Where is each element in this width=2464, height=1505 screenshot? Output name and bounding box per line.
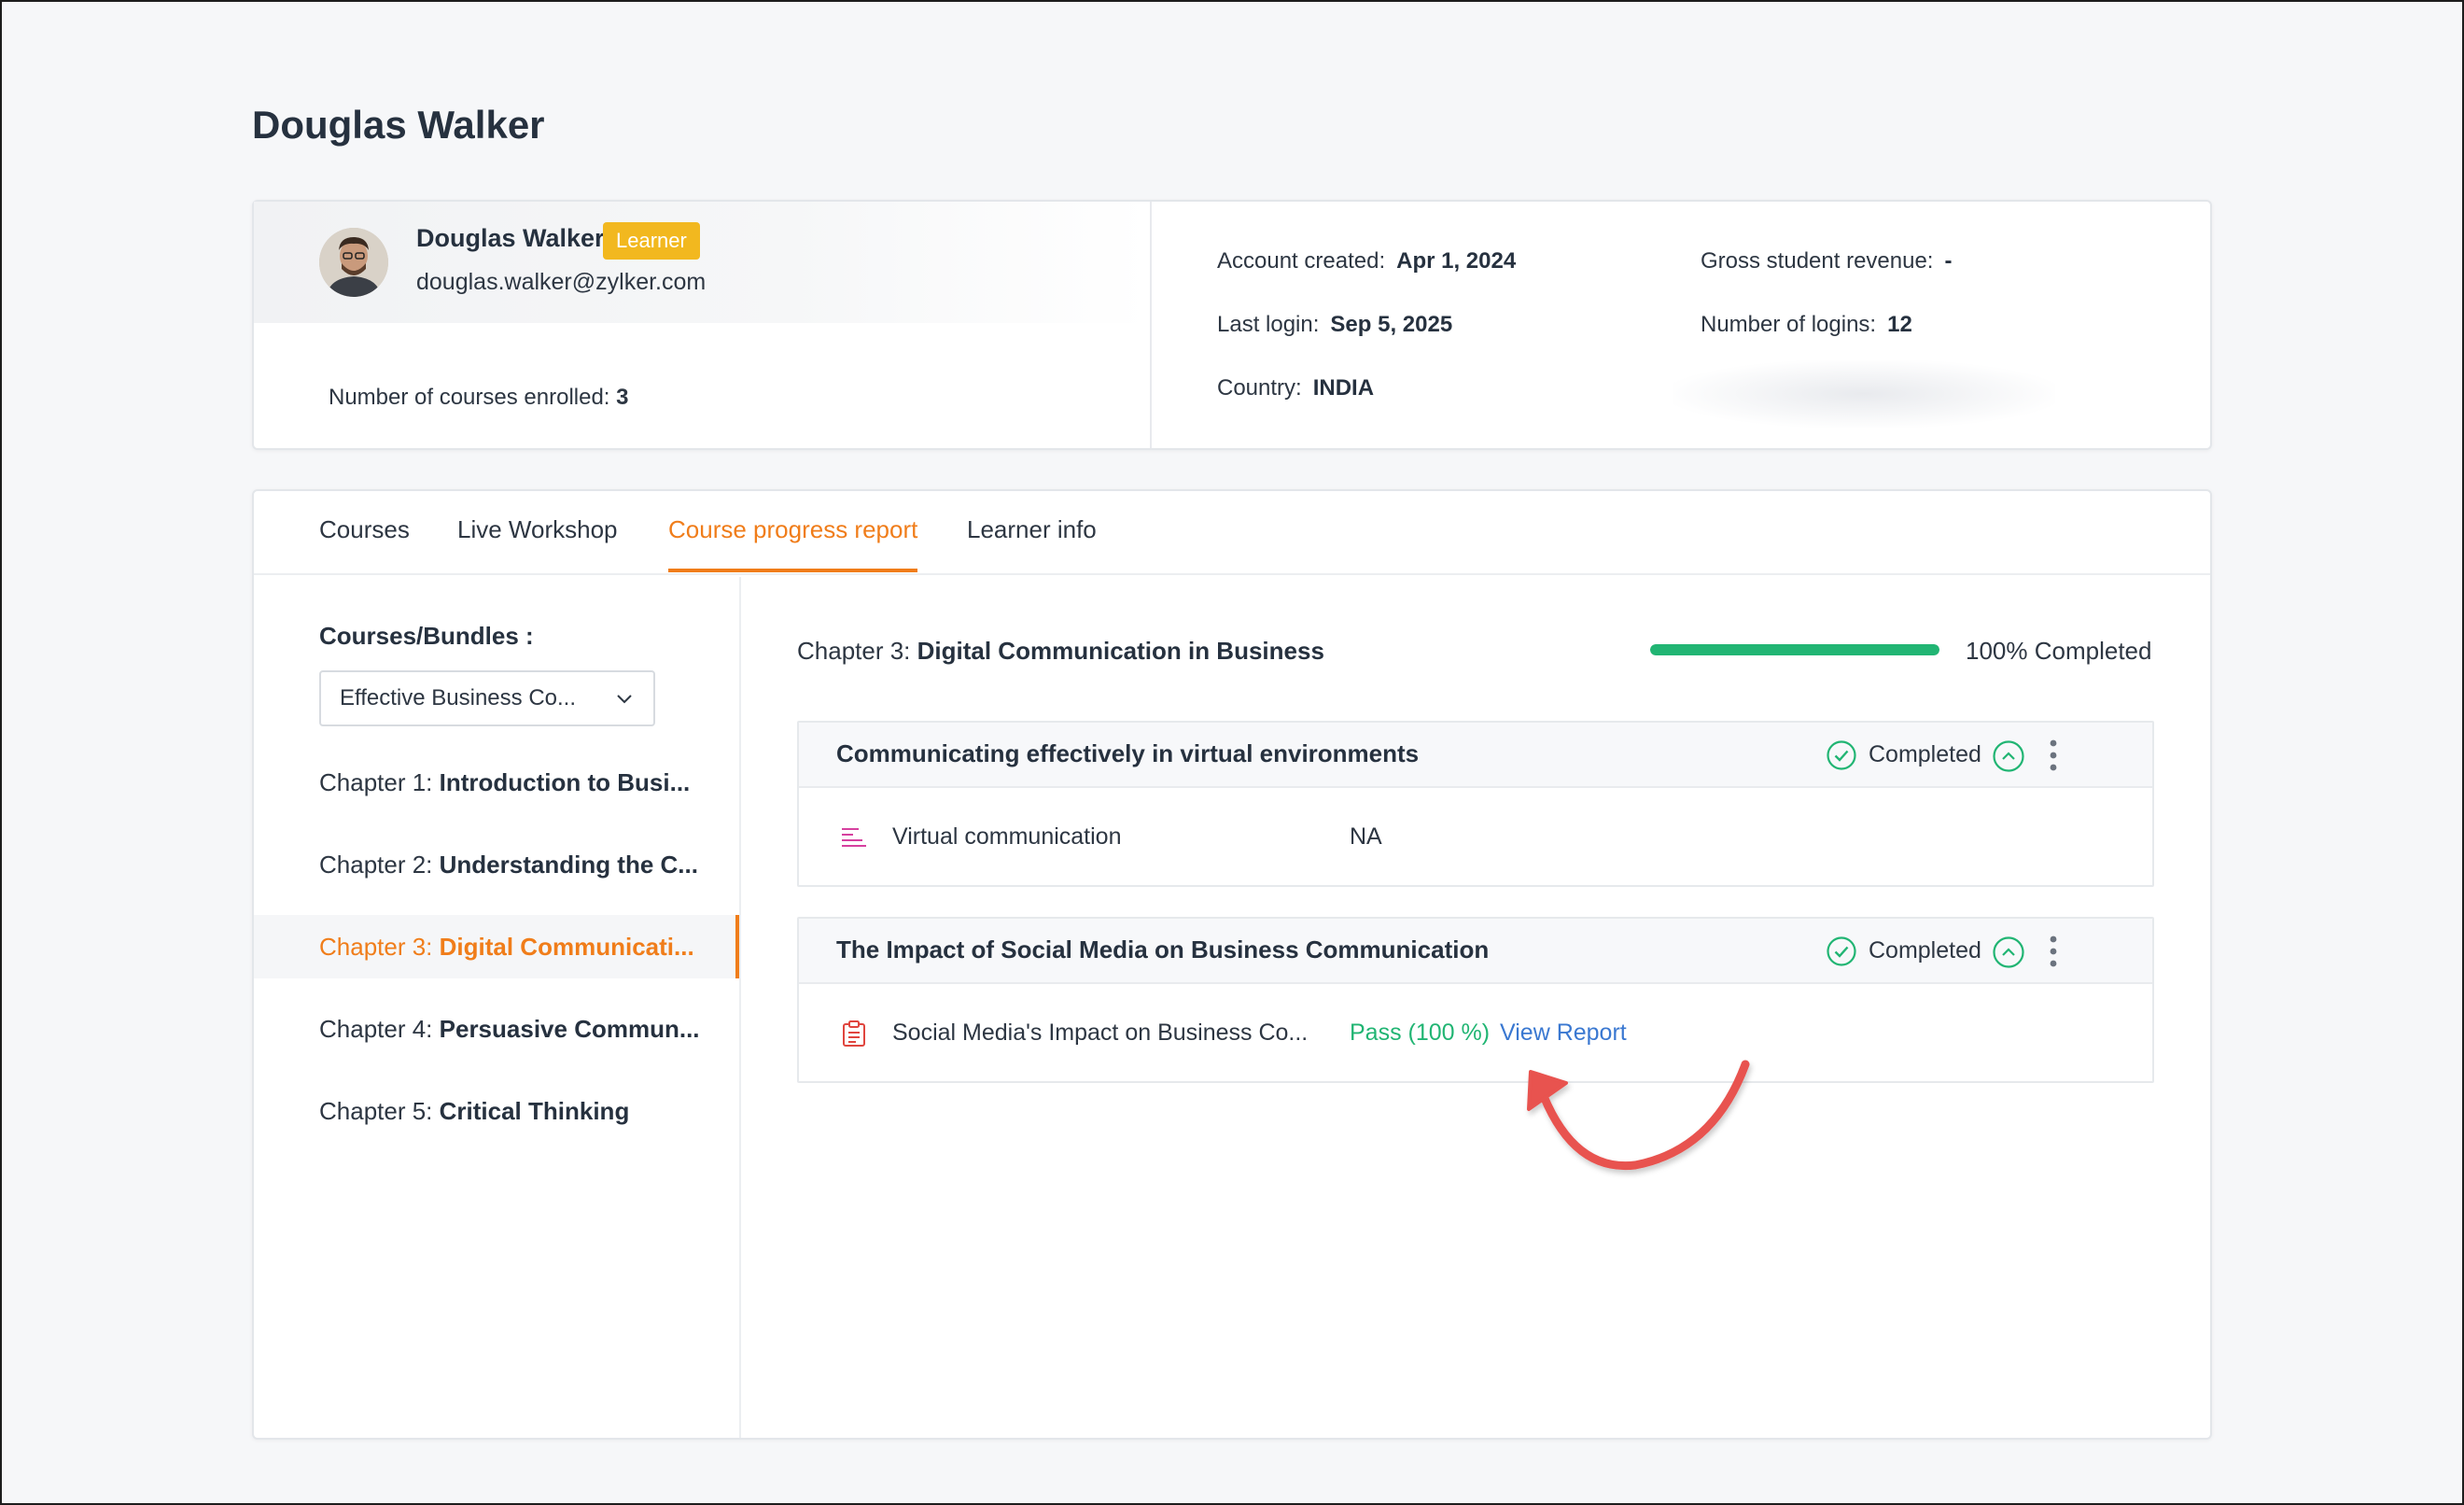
report-panel: Courses Live Workshop Course progress re… xyxy=(252,489,2212,1440)
tab-course-progress-report[interactable]: Course progress report xyxy=(668,515,918,572)
chapter-name: Persuasive Commun... xyxy=(439,1015,700,1043)
lesson-title: The Impact of Social Media on Business C… xyxy=(836,935,1490,963)
lesson-item-row: Social Media's Impact on Business Co... … xyxy=(799,984,2152,1081)
chapter-name: Digital Communicati... xyxy=(439,933,694,961)
check-circle-icon xyxy=(1827,740,1856,770)
account-created-value: Apr 1, 2024 xyxy=(1396,248,1517,274)
chapter-prefix: Chapter 1: xyxy=(319,768,433,796)
number-of-logins-value: 12 xyxy=(1887,312,1912,337)
item-title: Social Media's Impact on Business Co... xyxy=(892,1020,1309,1046)
courses-bundles-label: Courses/Bundles : xyxy=(319,622,534,650)
progress-fill xyxy=(1650,644,1939,655)
last-login: Last login: Sep 5, 2025 xyxy=(1217,312,1452,338)
page-title: Douglas Walker xyxy=(252,103,545,147)
chapter-name: Critical Thinking xyxy=(439,1097,630,1125)
country-value: INDIA xyxy=(1312,375,1375,401)
pass-result: Pass (100 %) xyxy=(1350,1020,1491,1046)
chapter-prefix: Chapter 4: xyxy=(319,1015,433,1043)
account-created-label: Account created: xyxy=(1217,248,1386,274)
course-select-dropdown[interactable]: Effective Business Co... xyxy=(319,670,655,726)
redacted-blur xyxy=(1673,360,2055,428)
item-result: Pass (100 %) View Report xyxy=(1350,1020,1627,1047)
chapter-progress-bar xyxy=(1650,644,1939,655)
country-label: Country: xyxy=(1217,375,1302,401)
last-login-value: Sep 5, 2025 xyxy=(1330,312,1453,337)
lesson-card: The Impact of Social Media on Business C… xyxy=(797,917,2154,1083)
chapter-item-5[interactable]: Chapter 5: Critical Thinking xyxy=(254,1079,739,1143)
tab-learner-info[interactable]: Learner info xyxy=(967,515,1097,543)
annotation-arrow-icon xyxy=(1527,1060,1750,1171)
tab-courses[interactable]: Courses xyxy=(319,515,410,543)
chapter-sidebar: Courses/Bundles : Effective Business Co.… xyxy=(254,577,741,1438)
chapter-heading-prefix: Chapter 3: xyxy=(797,637,911,665)
chapter-name: Understanding the C... xyxy=(439,851,698,879)
check-circle-icon xyxy=(1827,936,1856,966)
number-of-logins: Number of logins: 12 xyxy=(1701,312,1912,338)
account-created: Account created: Apr 1, 2024 xyxy=(1217,248,1516,274)
country: Country: INDIA xyxy=(1217,375,1374,401)
avatar xyxy=(319,228,388,297)
lesson-status: Completed xyxy=(1869,937,1981,963)
selected-course: Effective Business Co... xyxy=(340,685,577,710)
chapter-heading: Chapter 3: Digital Communication in Busi… xyxy=(797,637,1324,666)
chevron-down-icon xyxy=(617,695,632,704)
chapter-item-1[interactable]: Chapter 1: Introduction to Busi... xyxy=(254,751,739,814)
chevron-up-circle-icon[interactable] xyxy=(1992,739,2025,773)
chapter-prefix: Chapter 2: xyxy=(319,851,433,879)
learner-name: Douglas Walker xyxy=(416,224,605,252)
lesson-header: Communicating effectively in virtual env… xyxy=(799,723,2152,788)
chapter-item-2[interactable]: Chapter 2: Understanding the C... xyxy=(254,833,739,896)
item-result: NA xyxy=(1350,823,1382,850)
item-title: Virtual communication xyxy=(892,823,1122,850)
lesson-header: The Impact of Social Media on Business C… xyxy=(799,919,2152,984)
last-login-label: Last login: xyxy=(1217,312,1320,337)
learner-profile-card: Douglas Walker Learner douglas.walker@zy… xyxy=(252,200,2212,450)
lesson-title: Communicating effectively in virtual env… xyxy=(836,739,1420,767)
gross-revenue: Gross student revenue: - xyxy=(1701,248,1952,274)
gross-revenue-label: Gross student revenue: xyxy=(1701,248,1934,274)
courses-enrolled-label: Number of courses enrolled: xyxy=(329,385,610,410)
profile-summary: Douglas Walker Learner douglas.walker@zy… xyxy=(254,202,1152,448)
chapter-heading-name: Digital Communication in Business xyxy=(917,637,1324,665)
tab-bar: Courses Live Workshop Course progress re… xyxy=(254,491,2210,575)
view-report-link[interactable]: View Report xyxy=(1500,1020,1627,1046)
lesson-card: Communicating effectively in virtual env… xyxy=(797,721,2154,887)
chapter-name: Introduction to Busi... xyxy=(439,768,691,796)
courses-enrolled-value: 3 xyxy=(616,385,629,410)
gross-revenue-value: - xyxy=(1944,248,1953,274)
chapter-progress-content: Chapter 3: Digital Communication in Busi… xyxy=(741,577,2210,1438)
chapter-prefix: Chapter 3: xyxy=(319,933,433,961)
chapter-item-3[interactable]: Chapter 3: Digital Communicati... xyxy=(254,915,739,978)
more-vertical-icon[interactable] xyxy=(2046,738,2061,773)
more-vertical-icon[interactable] xyxy=(2046,934,2061,969)
courses-enrolled: Number of courses enrolled: 3 xyxy=(329,385,629,411)
learner-email: douglas.walker@zylker.com xyxy=(416,269,707,295)
role-badge: Learner xyxy=(603,222,700,260)
number-of-logins-label: Number of logins: xyxy=(1701,312,1877,337)
clipboard-icon xyxy=(843,1020,865,1047)
text-lines-icon xyxy=(842,828,866,847)
chapter-item-4[interactable]: Chapter 4: Persuasive Commun... xyxy=(254,997,739,1061)
tab-live-workshop[interactable]: Live Workshop xyxy=(457,515,618,543)
lesson-status: Completed xyxy=(1869,741,1981,767)
chevron-up-circle-icon[interactable] xyxy=(1992,935,2025,969)
chapter-prefix: Chapter 5: xyxy=(319,1097,433,1125)
profile-header: Douglas Walker Learner douglas.walker@zy… xyxy=(254,202,1150,323)
lesson-item-row: Virtual communication NA xyxy=(799,788,2152,885)
progress-label: 100% Completed xyxy=(1966,637,2152,665)
